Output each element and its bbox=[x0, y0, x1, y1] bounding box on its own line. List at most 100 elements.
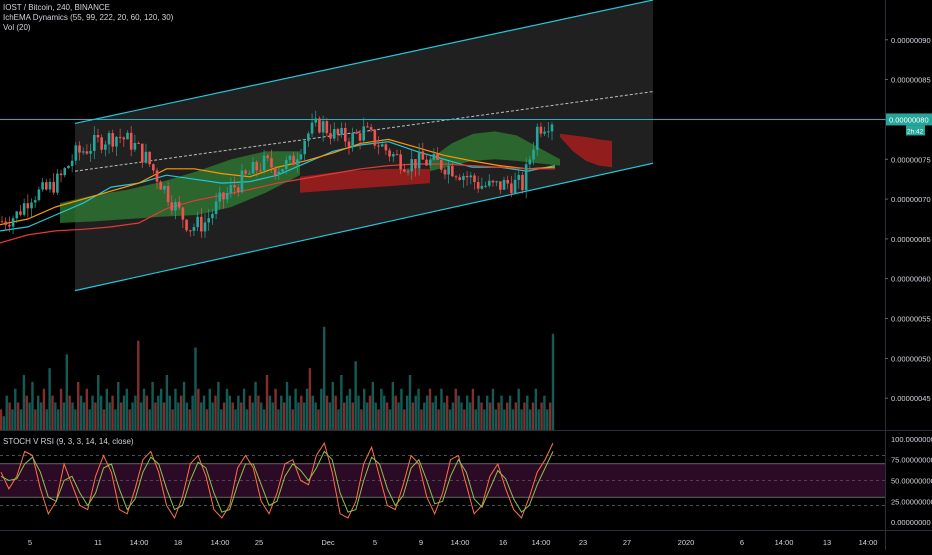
stoch-legend[interactable]: STOCH V RSI (9, 3, 3, 14, 14, close) bbox=[3, 437, 134, 446]
candle-body bbox=[288, 155, 292, 160]
volume-bar bbox=[494, 409, 497, 430]
time-tick-label: 27 bbox=[623, 538, 631, 547]
time-tick-label: 14:00 bbox=[859, 538, 878, 547]
volume-bar bbox=[137, 340, 140, 430]
volume-bar bbox=[191, 395, 194, 430]
volume-bar bbox=[360, 409, 363, 430]
candle-body bbox=[207, 218, 211, 223]
price-tick-label: 0.00000090 bbox=[891, 36, 931, 45]
candle-body bbox=[4, 221, 7, 225]
volume-bar bbox=[471, 388, 475, 430]
volume-bar bbox=[440, 388, 443, 430]
volume-bar bbox=[351, 402, 354, 430]
candle-body bbox=[126, 132, 129, 140]
candle-body bbox=[395, 154, 399, 156]
volume-bar bbox=[480, 402, 483, 430]
ichimoku-cloud bbox=[60, 131, 612, 223]
volume-bar bbox=[245, 409, 249, 430]
volume-bar bbox=[277, 409, 280, 430]
candle-body bbox=[92, 134, 96, 151]
candle-body bbox=[63, 168, 67, 176]
candle-body bbox=[414, 159, 417, 169]
candle-body bbox=[233, 185, 236, 188]
volume-bar bbox=[34, 409, 37, 430]
volume-bar bbox=[463, 409, 466, 430]
volume-bar bbox=[408, 375, 412, 430]
candle-body bbox=[78, 145, 81, 153]
candle-body bbox=[521, 174, 524, 191]
candle-body bbox=[200, 216, 203, 232]
volume-bar bbox=[434, 395, 437, 430]
volume-bar bbox=[457, 395, 460, 430]
candle-body bbox=[236, 187, 240, 193]
price-tick-label: 0.00000065 bbox=[891, 235, 931, 244]
candle-body bbox=[465, 175, 469, 178]
candle-body bbox=[188, 230, 192, 232]
volume-bar bbox=[48, 368, 51, 430]
candle-body bbox=[251, 161, 255, 174]
volume-bar bbox=[225, 388, 229, 430]
volume-bar bbox=[211, 402, 214, 430]
volume-bar bbox=[200, 402, 203, 430]
symbol-title[interactable]: IOST / Bitcoin, 240, BINANCE bbox=[3, 3, 111, 12]
time-tick-label: 13 bbox=[823, 538, 831, 547]
indicator-volume[interactable]: Vol (20) bbox=[3, 23, 31, 32]
candle-body bbox=[310, 122, 314, 134]
volume-bar bbox=[214, 395, 217, 430]
volume-bar bbox=[85, 388, 89, 430]
candle-body bbox=[177, 201, 181, 208]
candle-body bbox=[74, 145, 78, 161]
volume-bar bbox=[397, 402, 400, 430]
cloud-bull-2 bbox=[430, 131, 560, 172]
volume-bar bbox=[300, 395, 303, 430]
last-price-marker bbox=[886, 113, 932, 126]
candle-body bbox=[425, 159, 428, 166]
candle-body bbox=[281, 169, 284, 172]
candle-body bbox=[462, 175, 465, 180]
volume-bar bbox=[57, 409, 60, 430]
time-tick-label: 14:00 bbox=[775, 538, 794, 547]
volume-bar bbox=[22, 375, 26, 430]
volume-bar bbox=[88, 409, 91, 430]
candle-body bbox=[469, 175, 473, 178]
volume-bar bbox=[134, 395, 137, 430]
time-tick-label: 14:00 bbox=[451, 538, 470, 547]
indicator-ichema[interactable]: IchEMA Dynamics (55, 99, 222, 20, 60, 12… bbox=[3, 13, 174, 22]
volume-bar bbox=[520, 409, 523, 430]
volume-bar bbox=[162, 402, 166, 430]
volume-bar bbox=[503, 409, 506, 430]
volume-bar bbox=[77, 381, 80, 430]
candle-body bbox=[44, 182, 48, 190]
volume-bar bbox=[5, 395, 8, 430]
volume-bar bbox=[428, 388, 432, 430]
price-tick-label: 0.00000060 bbox=[891, 275, 931, 284]
volume-bar bbox=[14, 388, 17, 430]
time-tick-label: 5 bbox=[373, 538, 377, 547]
volume-bar bbox=[217, 381, 220, 430]
candle-body bbox=[351, 132, 354, 147]
candle-body bbox=[122, 137, 126, 140]
candle-body bbox=[292, 155, 295, 165]
candle-body bbox=[284, 159, 288, 170]
volume-bar bbox=[320, 388, 323, 430]
stoch-tick-label: 75.00000000 bbox=[891, 456, 932, 465]
candle-body bbox=[377, 145, 380, 147]
volume-bar bbox=[128, 409, 131, 430]
stoch-tick-label: 50.00000000 bbox=[891, 477, 932, 486]
volume-bar bbox=[99, 395, 103, 430]
candle-body bbox=[244, 170, 247, 174]
channel-fill bbox=[75, 0, 653, 291]
volume-bar bbox=[179, 395, 183, 430]
candle-body bbox=[543, 131, 546, 134]
candle-body bbox=[174, 201, 177, 211]
candle-body bbox=[307, 133, 310, 141]
price-tick-label: 0.00000045 bbox=[891, 394, 931, 403]
candle-body bbox=[152, 164, 155, 171]
candle-body bbox=[89, 150, 92, 154]
price-tick-label: 0.00000085 bbox=[891, 76, 931, 85]
volume-bar bbox=[500, 395, 503, 430]
candle-body bbox=[137, 143, 140, 145]
candle-body bbox=[373, 129, 377, 146]
candle-body bbox=[487, 180, 491, 186]
